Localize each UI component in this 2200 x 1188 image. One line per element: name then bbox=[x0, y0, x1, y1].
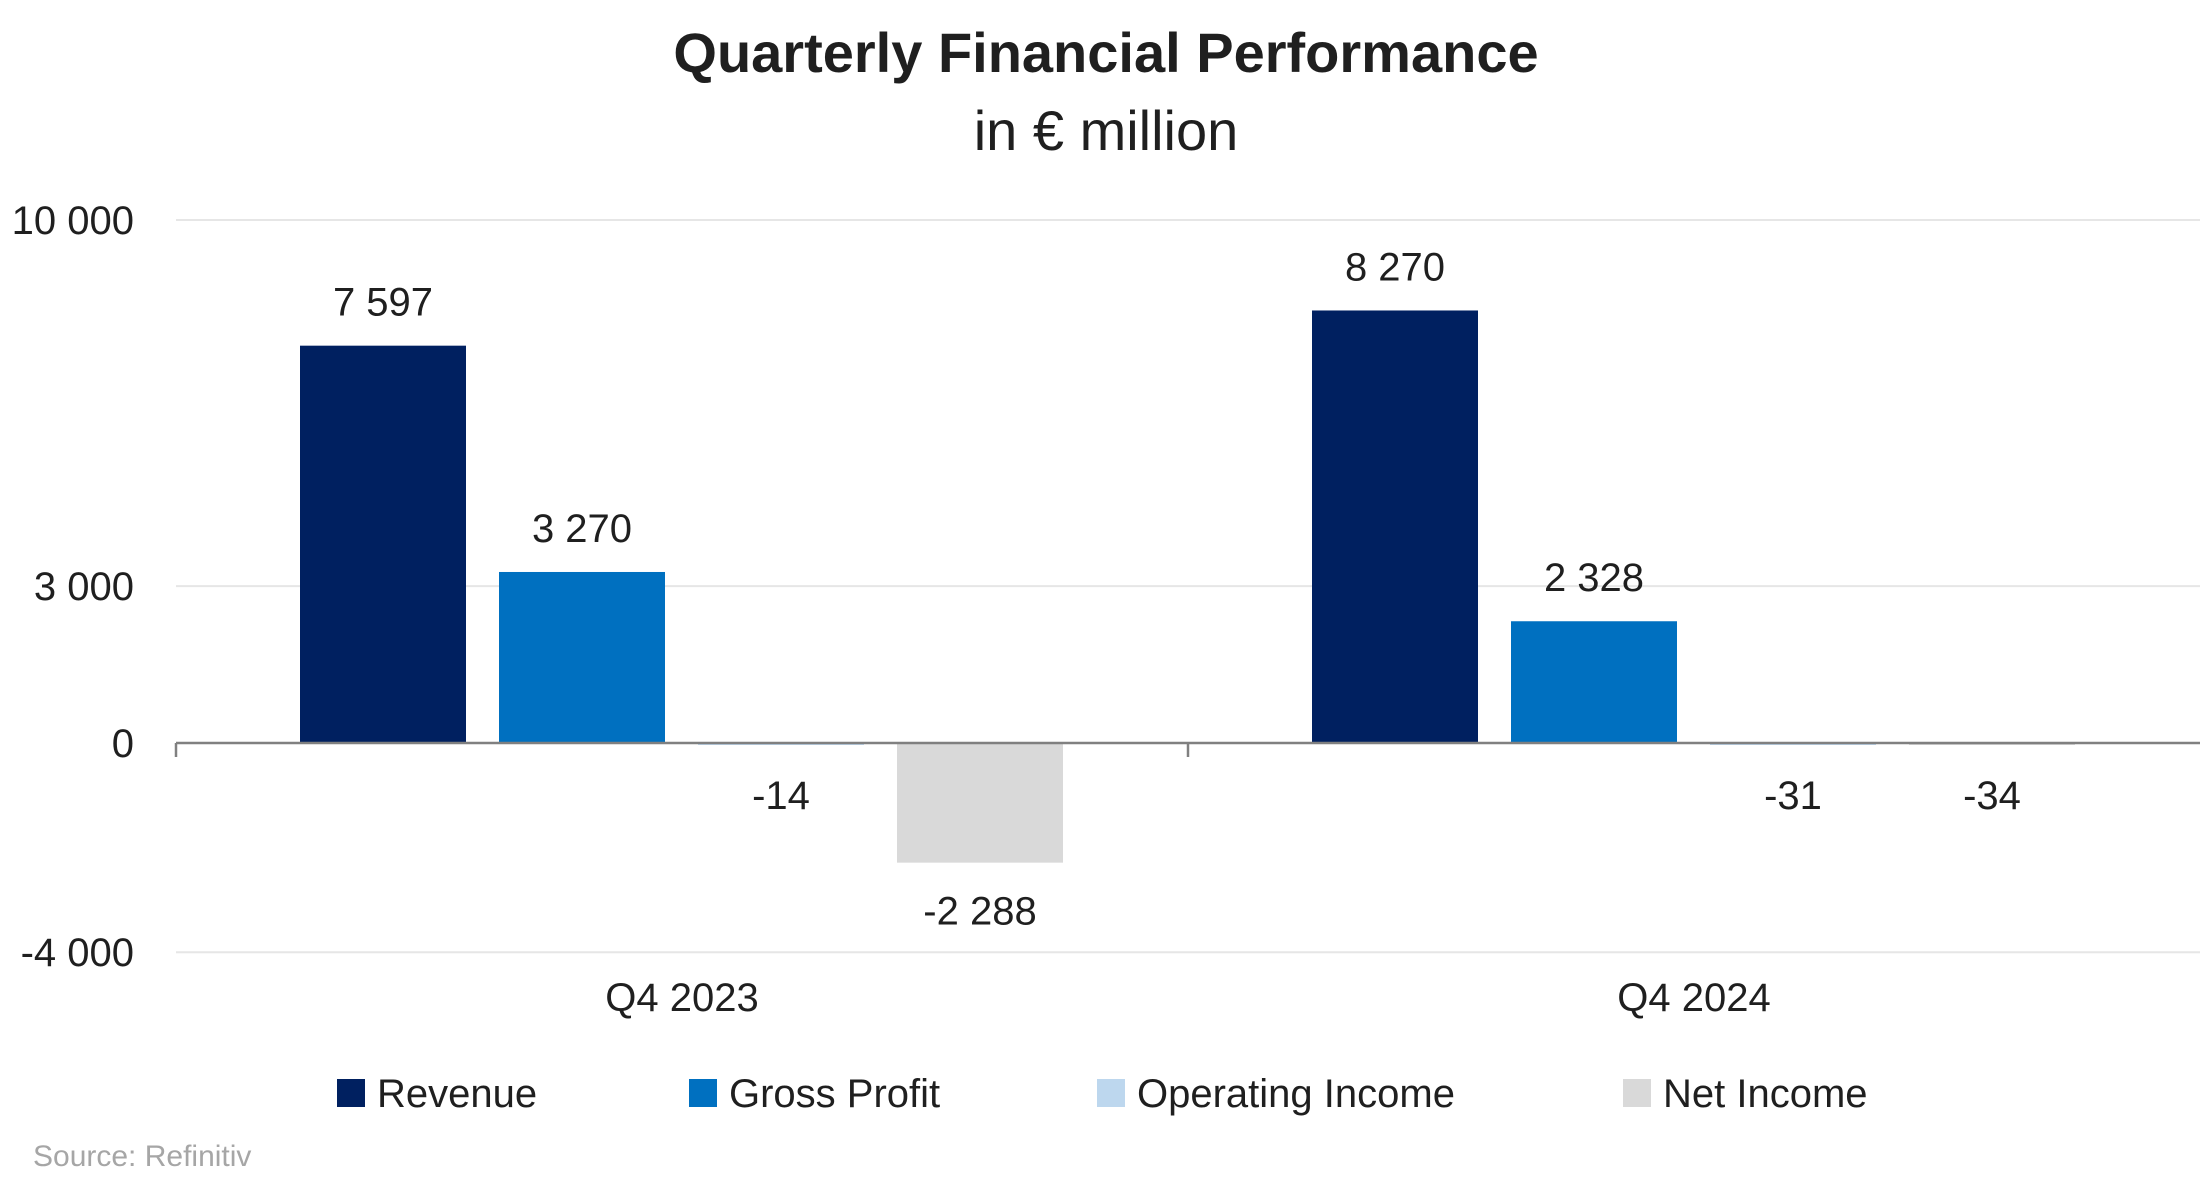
bar-gross-profit bbox=[499, 571, 665, 743]
chart-subtitle: in € million bbox=[974, 99, 1239, 162]
bar-gross-profit bbox=[1511, 621, 1677, 743]
data-label: -34 bbox=[1963, 774, 2021, 818]
legend-label: Net Income bbox=[1663, 1072, 1868, 1116]
gridlines bbox=[176, 219, 2200, 954]
data-label: -2 288 bbox=[923, 890, 1036, 934]
x-category-label: Q4 2024 bbox=[1617, 976, 1770, 1020]
legend-item: Operating Income bbox=[1097, 1072, 1455, 1116]
bar-net-income bbox=[897, 743, 1063, 863]
legend-swatch bbox=[337, 1079, 365, 1107]
data-label: -31 bbox=[1764, 774, 1822, 818]
legend-item: Revenue bbox=[337, 1072, 537, 1116]
bars bbox=[300, 310, 2075, 863]
bar-revenue bbox=[1312, 310, 1478, 743]
data-label: -14 bbox=[752, 774, 810, 818]
legend-item: Net Income bbox=[1623, 1072, 1868, 1116]
legend-label: Gross Profit bbox=[729, 1072, 940, 1116]
axes bbox=[174, 741, 2200, 757]
labels: 10 000 3 000 0 -4 000 7 597 8 270 3 270 2 328 -1… bbox=[12, 199, 2021, 1020]
data-label: 3 270 bbox=[532, 507, 632, 551]
legend-swatch bbox=[1623, 1079, 1651, 1107]
legend-swatch bbox=[689, 1079, 717, 1107]
legend-swatch bbox=[1097, 1079, 1125, 1107]
y-tick-label: 3 000 bbox=[34, 565, 134, 609]
chart-title: Quarterly Financial Performance bbox=[673, 21, 1538, 84]
data-label: 7 597 bbox=[333, 281, 433, 325]
y-tick-label: -4 000 bbox=[21, 931, 134, 975]
source-note: Source: Refinitiv bbox=[33, 1140, 251, 1173]
legend-label: Operating Income bbox=[1137, 1072, 1455, 1116]
y-tick-label: 0 bbox=[112, 722, 134, 766]
legend: Revenue Gross Profit Operating Income Net I… bbox=[337, 1072, 1868, 1116]
x-category-label: Q4 2023 bbox=[605, 976, 758, 1020]
bar-revenue bbox=[300, 345, 466, 743]
data-label: 2 328 bbox=[1544, 556, 1644, 600]
data-label: 8 270 bbox=[1345, 245, 1445, 289]
legend-label: Revenue bbox=[377, 1072, 537, 1116]
y-tick-label: 10 000 bbox=[12, 199, 134, 243]
legend-item: Gross Profit bbox=[689, 1072, 940, 1116]
